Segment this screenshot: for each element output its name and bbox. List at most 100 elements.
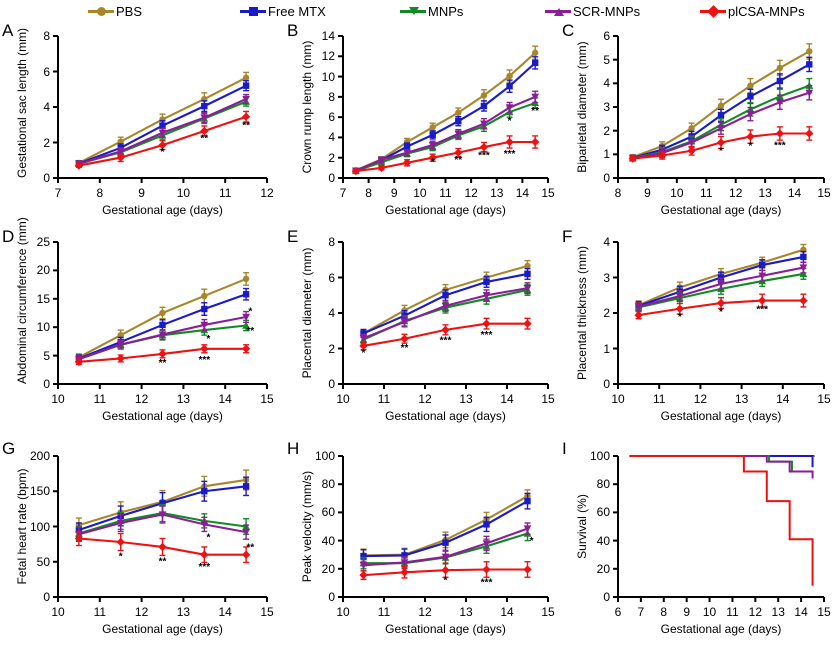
y-axis-tick-label: 5 xyxy=(43,348,50,363)
y-axis-tick-label: 0 xyxy=(603,377,610,391)
y-axis-tick-label: 0 xyxy=(328,590,335,604)
svg-text:***: *** xyxy=(756,304,768,315)
chart-panel-g: G 0 50 100 150 200 10 11 12 13 14 15 * ** *** * ** Fetal … xyxy=(0,440,283,647)
x-axis-tick-label: 8 xyxy=(660,605,668,619)
y-axis-tick-label: 6 xyxy=(43,64,50,79)
x-axis-tick-label: 15 xyxy=(541,186,555,200)
svg-text:***: *** xyxy=(198,562,210,573)
x-axis-tick-label: 14 xyxy=(787,186,802,200)
legend-swatch-icon xyxy=(240,4,266,18)
x-axis-tick-label: 11 xyxy=(700,186,713,200)
y-axis-tick-label: 100 xyxy=(589,449,610,463)
y-axis-title: Biparietal diameter (mm) xyxy=(575,41,589,173)
y-axis-tick-label: 80 xyxy=(596,477,610,492)
x-axis-title: Gestational age (days) xyxy=(660,203,782,217)
svg-text:***: *** xyxy=(478,151,490,162)
svg-text:*: * xyxy=(719,307,723,318)
svg-text:***: *** xyxy=(481,330,493,341)
x-axis-tick-label: 10 xyxy=(51,605,65,619)
x-axis-tick-label: 10 xyxy=(413,186,427,200)
panel-letter-d: D xyxy=(2,227,15,246)
y-axis-tick-label: 0 xyxy=(43,171,50,185)
y-axis-title: Fetal heart rate (bpm) xyxy=(15,468,29,585)
legend-swatch-icon xyxy=(545,4,571,18)
x-axis-tick-label: 10 xyxy=(611,392,625,406)
legend-item-pbs: PBS xyxy=(88,0,142,22)
x-axis-tick-label: 8 xyxy=(96,186,104,200)
x-axis-tick-label: 8 xyxy=(614,186,622,200)
y-axis-title: Survival (%) xyxy=(575,494,589,559)
figure-legend: PBS Free MTX MNPs SCR-MNPs plCSA-MNPs xyxy=(0,0,836,22)
legend-swatch-icon xyxy=(400,4,426,18)
x-axis-tick-label: 14 xyxy=(218,392,232,406)
x-axis-tick-label: 12 xyxy=(693,392,708,406)
y-axis-tick-label: 60 xyxy=(321,505,335,520)
y-axis-tick-label: 100 xyxy=(29,519,50,534)
y-axis-tick-label: 4 xyxy=(328,306,335,320)
x-axis-tick-label: 13 xyxy=(758,186,772,200)
y-axis-tick-label: 25 xyxy=(36,235,50,249)
x-axis-tick-label: 11 xyxy=(377,605,391,619)
svg-text:***: *** xyxy=(440,336,452,347)
x-axis-tick-label: 7 xyxy=(637,605,645,619)
svg-text:*: * xyxy=(748,141,752,152)
y-axis-title: Placental diameter (mm) xyxy=(300,247,314,379)
x-axis-tick-label: 12 xyxy=(418,605,432,619)
svg-text:**: ** xyxy=(401,343,409,354)
y-axis-tick-label: 1 xyxy=(603,341,610,356)
y-axis-tick-label: 6 xyxy=(603,29,610,43)
y-axis-tick-label: 0 xyxy=(43,590,50,604)
y-axis-tick-label: 8 xyxy=(43,29,50,43)
x-axis-tick-label: 12 xyxy=(134,392,149,406)
y-axis-tick-label: 6 xyxy=(328,270,335,285)
svg-text:**: ** xyxy=(246,542,254,553)
svg-text:**: ** xyxy=(159,358,167,369)
y-axis-tick-label: 1 xyxy=(603,147,610,162)
x-axis-tick-label: 10 xyxy=(176,186,191,200)
x-axis-tick-label: 15 xyxy=(817,605,831,619)
x-axis-tick-label: 13 xyxy=(459,605,473,619)
chart-panel-b: B 0 2 4 6 8 10 12 14 7 8 9 10 11 12 13 14 15 * ** *** *** * ** C… xyxy=(285,22,560,222)
x-axis-tick-label: 10 xyxy=(336,392,350,406)
x-axis-tick-label: 15 xyxy=(541,392,555,406)
plot-area-d: ** ******* xyxy=(53,241,268,389)
x-axis-tick-label: 6 xyxy=(614,605,622,619)
plot-area-g: * ******** xyxy=(53,455,268,602)
x-axis-tick-label: 11 xyxy=(652,392,666,406)
panel-letter-a: A xyxy=(2,21,14,40)
x-axis-tick-label: 15 xyxy=(260,392,274,406)
y-axis-tick-label: 10 xyxy=(36,320,50,335)
svg-text:*: * xyxy=(207,533,211,544)
y-axis-tick-label: 10 xyxy=(321,69,335,84)
x-axis-tick-label: 10 xyxy=(51,392,65,406)
svg-text:***: *** xyxy=(774,140,786,151)
svg-text:**: ** xyxy=(246,326,254,337)
chart-panel-h: H 0 20 40 60 80 100 10 11 12 13 14 15 * *** * Peak veloc… xyxy=(285,440,560,647)
y-axis-title: Peak velocity (mm/s) xyxy=(300,470,314,583)
x-axis-tick-label: 14 xyxy=(218,605,232,619)
x-axis-title: Gestational age (days) xyxy=(102,203,223,217)
legend-item-plcsa-mnps: plCSA-MNPs xyxy=(700,0,805,22)
chart-panel-i: I 0 20 40 60 80 100 6 7 8 9 10 11 12 13 14 15 Survival (%… xyxy=(560,440,836,647)
y-axis-tick-label: 200 xyxy=(29,449,50,463)
x-axis-tick-label: 9 xyxy=(644,186,651,200)
legend-item-free-mtx: Free MTX xyxy=(240,0,326,22)
y-axis-tick-label: 0 xyxy=(603,590,610,604)
panel-letter-g: G xyxy=(2,439,16,458)
svg-text:*: * xyxy=(678,312,682,323)
y-axis-title: Abdominal circumference (mm) xyxy=(15,217,29,384)
svg-text:*: * xyxy=(719,146,723,157)
y-axis-title: Placental thickness (mm) xyxy=(575,245,589,381)
x-axis-tick-label: 12 xyxy=(260,186,274,200)
legend-swatch-icon xyxy=(700,4,726,18)
y-axis-tick-label: 4 xyxy=(328,130,335,145)
x-axis-tick-label: 15 xyxy=(260,605,274,619)
y-axis-tick-label: 150 xyxy=(29,484,50,499)
y-axis-tick-label: 14 xyxy=(321,29,335,43)
legend-label: plCSA-MNPs xyxy=(728,3,805,19)
legend-label: SCR-MNPs xyxy=(573,3,641,19)
x-axis-tick-label: 12 xyxy=(134,605,149,619)
y-axis-title: Crown rump length (mm) xyxy=(300,40,314,174)
x-axis-tick-label: 11 xyxy=(93,392,107,406)
svg-text:***: *** xyxy=(481,578,493,589)
